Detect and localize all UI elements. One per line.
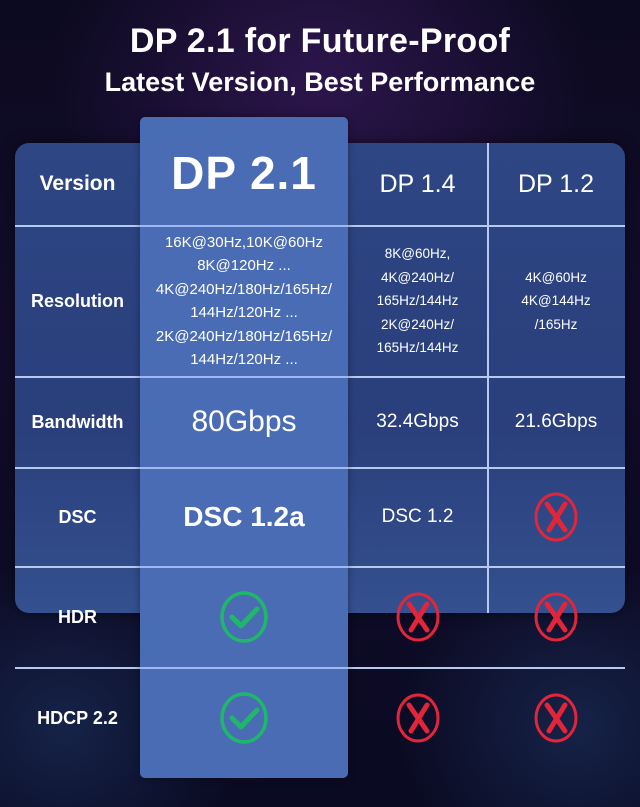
- resolution-dp21: 16K@30Hz,10K@60Hz 8K@120Hz ... 4K@240Hz/…: [140, 226, 348, 376]
- dsc-dp14: DSC 1.2: [381, 506, 454, 527]
- header-dp12: DP 1.2: [518, 169, 594, 198]
- resolution-line: 165Hz/144Hz: [376, 340, 459, 356]
- check-icon: [220, 692, 268, 744]
- hdcp-dp21: [140, 668, 348, 768]
- row-divider: [140, 225, 348, 227]
- cross-icon: [396, 592, 439, 642]
- hdcp-dp14: [348, 668, 487, 768]
- resolution-line: 8K@60Hz,: [384, 246, 451, 262]
- hdcp-dp12: [487, 668, 625, 768]
- hdr-dp21: [140, 567, 348, 667]
- cross-icon: [396, 693, 439, 743]
- header-version: Version: [39, 172, 116, 195]
- dsc-dp12: [487, 468, 625, 566]
- resolution-dp14: 8K@60Hz, 4K@240Hz/ 165Hz/144Hz 2K@240Hz/…: [348, 226, 487, 376]
- bandwidth-dp21: 80Gbps: [191, 405, 297, 438]
- row-label-bandwidth: Bandwidth: [31, 411, 124, 432]
- resolution-line: 4K@240Hz/180Hz/165Hz/: [155, 280, 333, 298]
- resolution-line: 8K@120Hz ...: [197, 257, 291, 274]
- header-dp21: DP 2.1: [171, 147, 317, 199]
- hdr-dp14: [348, 567, 487, 667]
- page-title: DP 2.1 for Future-Proof: [129, 22, 511, 60]
- resolution-line: 165Hz/144Hz: [376, 293, 459, 309]
- resolution-line: 16K@30Hz,10K@60Hz: [164, 233, 324, 251]
- row-divider: [140, 376, 348, 378]
- resolution-line: 144Hz/120Hz ...: [190, 304, 298, 321]
- row-divider: [140, 667, 348, 669]
- resolution-line: 4K@240Hz/: [381, 269, 454, 285]
- cross-icon: [534, 592, 578, 642]
- bandwidth-dp12: 21.6Gbps: [514, 411, 598, 432]
- hdr-dp12: [487, 567, 625, 667]
- resolution-line: /165Hz: [534, 316, 578, 332]
- resolution-line: 144Hz/120Hz ...: [190, 351, 298, 368]
- resolution-line: 4K@60Hz: [525, 269, 587, 285]
- resolution-line: 4K@144Hz: [521, 293, 591, 309]
- cross-icon: [534, 492, 578, 542]
- header-dp14: DP 1.4: [379, 169, 456, 198]
- resolution-dp12: 4K@60Hz 4K@144Hz /165Hz: [487, 226, 625, 376]
- row-label-hdcp: HDCP 2.2: [37, 707, 118, 728]
- row-label-hdr: HDR: [58, 606, 97, 627]
- row-divider: [140, 467, 348, 469]
- column-divider: [487, 143, 489, 613]
- check-icon: [220, 591, 268, 643]
- row-divider: [140, 566, 348, 568]
- row-label-resolution: Resolution: [31, 290, 124, 311]
- cross-icon: [534, 693, 578, 743]
- row-label-dsc: DSC: [58, 506, 97, 527]
- resolution-line: 2K@240Hz/180Hz/165Hz/: [155, 327, 333, 345]
- bandwidth-dp14: 32.4Gbps: [376, 411, 459, 432]
- resolution-line: 2K@240Hz/: [381, 316, 454, 332]
- page-subtitle: Latest Version, Best Performance: [104, 67, 536, 97]
- dsc-dp21: DSC 1.2a: [183, 501, 305, 532]
